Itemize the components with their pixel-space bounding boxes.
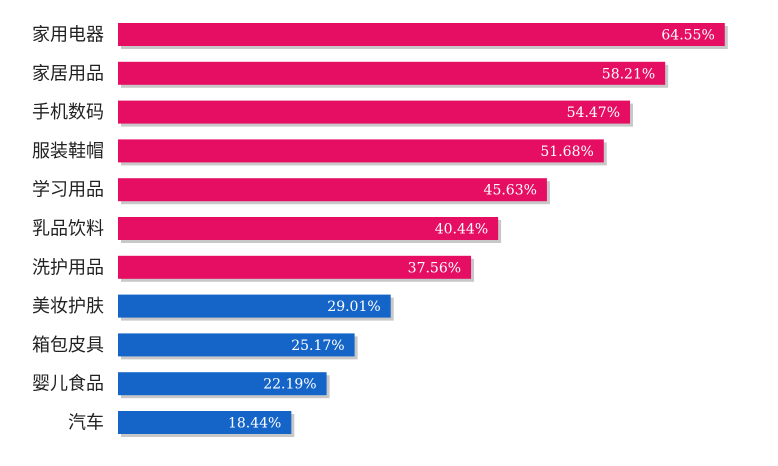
value-label: 51.68% xyxy=(540,144,593,160)
bar-group: 家居用品 58.21% xyxy=(32,61,669,88)
bar xyxy=(118,100,631,124)
bar xyxy=(118,217,499,240)
bar-group: 乳品饮料 40.44% xyxy=(32,217,502,243)
bar xyxy=(118,372,327,396)
bar xyxy=(118,139,604,163)
category-label: 美妆护肤 xyxy=(32,296,104,317)
category-label: 婴儿食品 xyxy=(32,374,104,395)
value-label: 37.56% xyxy=(408,260,461,276)
value-label: 25.17% xyxy=(291,338,344,354)
value-label: 54.47% xyxy=(567,105,620,121)
value-label: 45.63% xyxy=(484,183,537,199)
value-label: 58.21% xyxy=(602,66,655,82)
bar xyxy=(118,411,292,434)
category-label: 手机数码 xyxy=(32,102,104,123)
category-label: 家用电器 xyxy=(32,25,104,46)
value-label: 22.19% xyxy=(263,377,316,393)
bars-layer: 家用电器 64.55% 家居用品 58.21% 手机数码 54.47% 服装鞋帽 51.68%… xyxy=(32,23,728,437)
bar-group: 手机数码 54.47% xyxy=(32,100,634,127)
value-label: 64.55% xyxy=(661,28,714,44)
bar xyxy=(118,294,391,318)
category-label: 箱包皮具 xyxy=(32,335,104,356)
bar-group: 汽车 18.44% xyxy=(68,411,295,437)
bar-group: 美妆护肤 29.01% xyxy=(32,294,394,321)
bar xyxy=(118,333,355,357)
bar xyxy=(118,255,472,279)
category-label: 洗护用品 xyxy=(32,257,104,278)
bar xyxy=(118,178,547,202)
value-label: 40.44% xyxy=(435,222,488,238)
bar xyxy=(118,23,725,46)
category-label: 汽车 xyxy=(68,413,104,434)
bar-group: 婴儿食品 22.19% xyxy=(32,372,330,399)
bar-group: 服装鞋帽 51.68% xyxy=(32,139,607,166)
category-label: 学习用品 xyxy=(32,180,104,201)
bar-group: 箱包皮具 25.17% xyxy=(32,333,358,360)
bar-group: 洗护用品 37.56% xyxy=(32,255,475,282)
category-label: 家居用品 xyxy=(32,63,104,84)
value-label: 18.44% xyxy=(228,416,281,432)
value-label: 29.01% xyxy=(327,299,380,315)
bar-group: 学习用品 45.63% xyxy=(32,178,550,205)
category-label: 服装鞋帽 xyxy=(32,141,104,162)
bar xyxy=(118,61,666,85)
bar-group: 家用电器 64.55% xyxy=(32,23,728,49)
category-label: 乳品饮料 xyxy=(32,219,104,240)
